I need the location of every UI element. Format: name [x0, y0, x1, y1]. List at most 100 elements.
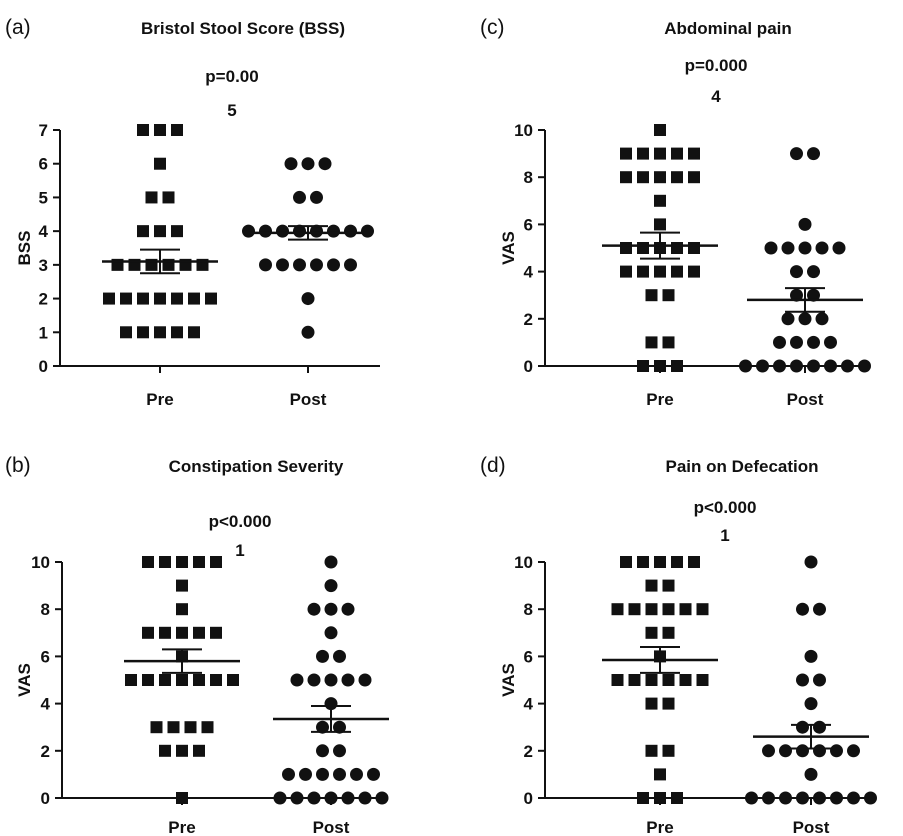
y-tick-label: 8 [524, 600, 533, 619]
data-point-post [756, 359, 769, 373]
data-point-post [824, 335, 837, 349]
y-tick-label: 10 [514, 121, 533, 140]
data-point-post [324, 579, 338, 593]
data-point-pre [176, 603, 188, 616]
data-point-pre [628, 603, 641, 616]
data-point-post [375, 791, 389, 805]
x-tick-label: Post [793, 818, 830, 836]
y-tick-label: 6 [524, 647, 533, 666]
data-point-pre [688, 265, 700, 278]
data-point-post [739, 359, 752, 373]
y-tick-label: 5 [39, 188, 48, 207]
data-point-post [259, 258, 272, 272]
data-point-post [316, 744, 329, 758]
chart-title: Abdominal pain [664, 19, 792, 38]
data-point-post [324, 673, 338, 687]
data-point-post [310, 190, 323, 204]
data-point-pre [628, 674, 641, 686]
data-point-pre [205, 292, 217, 305]
data-point-pre [120, 326, 132, 339]
data-point-pre [654, 768, 666, 781]
p-value-annotation: p=0.000 [685, 56, 748, 75]
data-point-pre [171, 326, 183, 339]
data-point-pre [176, 674, 188, 686]
data-point-pre [688, 556, 700, 568]
data-point-post [316, 767, 329, 781]
data-point-pre [637, 360, 649, 372]
data-point-pre [171, 292, 183, 305]
data-point-pre [637, 556, 649, 568]
data-point-pre [662, 579, 675, 592]
data-point-post [796, 791, 809, 805]
data-point-pre [662, 603, 675, 616]
data-point-pre [154, 225, 166, 238]
y-tick-label: 2 [524, 310, 533, 329]
data-point-post [779, 791, 792, 805]
data-point-pre [662, 744, 675, 757]
data-point-post [301, 292, 315, 306]
y-axis-label: VAS [15, 663, 34, 697]
x-tick-label: Pre [646, 818, 673, 836]
data-point-pre [159, 626, 171, 639]
y-tick-label: 10 [514, 553, 533, 572]
data-point-pre [150, 721, 163, 734]
data-point-post [293, 224, 306, 238]
data-point-post [858, 359, 871, 373]
data-point-post [318, 157, 332, 171]
data-point-post [807, 265, 820, 279]
y-tick-label: 1 [39, 323, 48, 342]
data-point-pre [154, 124, 166, 136]
data-point-pre [176, 792, 188, 804]
p-value-annotation: 1 [235, 541, 244, 560]
data-point-pre [145, 191, 158, 204]
p-value-annotation: 4 [711, 87, 721, 106]
data-point-post [324, 626, 338, 640]
data-point-pre [159, 674, 171, 686]
data-point-pre [662, 626, 675, 639]
y-tick-label: 2 [39, 290, 48, 309]
data-point-pre [142, 556, 154, 568]
data-point-post [796, 720, 809, 734]
data-point-post [259, 224, 272, 238]
data-point-pre [654, 360, 666, 372]
data-point-pre [162, 191, 175, 204]
data-point-pre [210, 556, 222, 568]
y-tick-label: 10 [31, 553, 50, 572]
y-tick-label: 6 [41, 647, 50, 666]
data-point-pre [125, 674, 137, 686]
data-point-pre [137, 124, 149, 136]
data-point-pre [201, 721, 214, 734]
data-point-post [847, 744, 860, 758]
panel-letter: (c) [480, 16, 505, 39]
data-point-post [327, 258, 340, 272]
data-point-pre [654, 147, 666, 160]
data-point-post [796, 744, 809, 758]
data-point-pre [137, 225, 149, 238]
data-point-pre [654, 171, 666, 184]
y-tick-label: 2 [524, 742, 533, 761]
x-tick-label: Pre [646, 390, 673, 409]
y-tick-label: 6 [524, 215, 533, 234]
data-point-post [282, 767, 295, 781]
data-point-post [847, 791, 860, 805]
data-point-post [333, 767, 346, 781]
data-point-post [813, 791, 826, 805]
data-point-post [824, 359, 837, 373]
data-point-pre [671, 792, 683, 804]
y-tick-label: 0 [39, 357, 48, 376]
data-point-pre [645, 579, 658, 592]
data-point-post [796, 602, 809, 616]
data-point-post [333, 649, 346, 663]
data-point-pre [637, 792, 649, 804]
data-point-post [779, 744, 792, 758]
data-point-pre [188, 326, 200, 339]
data-point-post [804, 767, 818, 781]
y-tick-label: 4 [41, 695, 51, 714]
data-point-pre [671, 556, 683, 568]
data-point-post [813, 744, 826, 758]
data-point-post [276, 224, 289, 238]
data-point-pre [154, 326, 166, 339]
panel-b: (b) Constipation Severity p<0.000 1 VAS 0 2 4 6 8… [5, 454, 389, 836]
data-point-post [273, 791, 287, 805]
data-point-pre [645, 697, 658, 710]
